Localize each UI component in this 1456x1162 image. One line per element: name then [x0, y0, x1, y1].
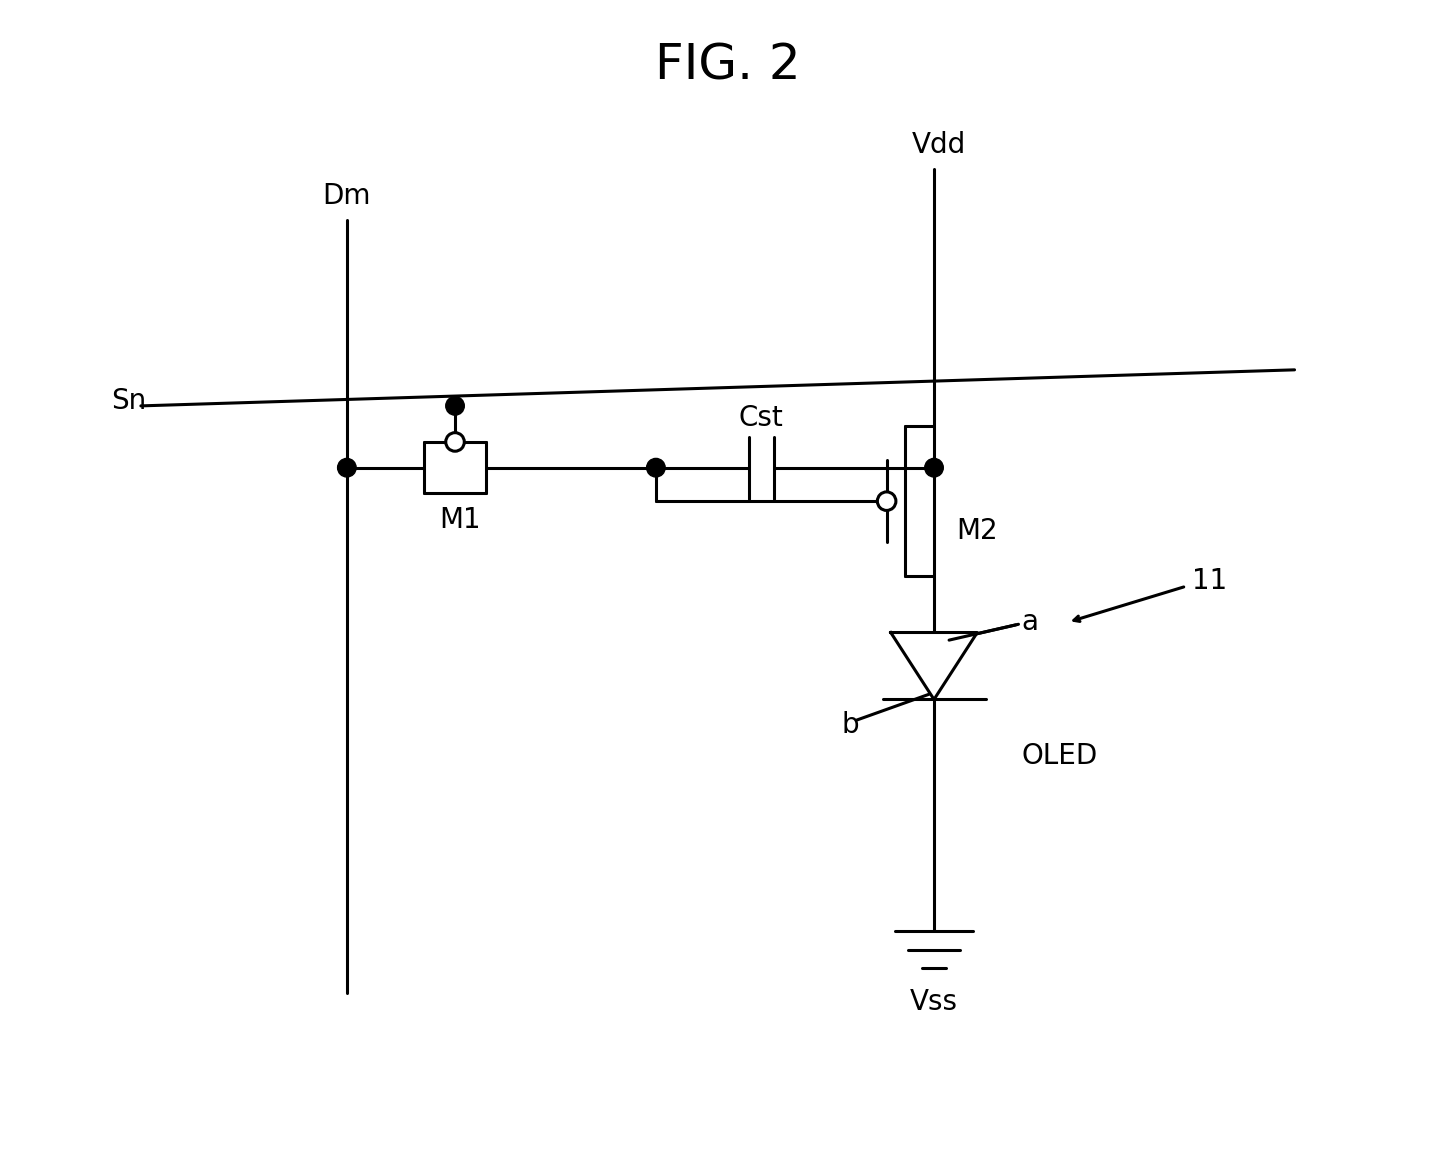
Text: 11: 11 — [1191, 567, 1227, 595]
Circle shape — [446, 432, 464, 451]
Text: b: b — [842, 711, 859, 739]
Circle shape — [646, 459, 665, 476]
Text: Vss: Vss — [910, 988, 958, 1016]
Text: M2: M2 — [957, 517, 999, 545]
Circle shape — [925, 459, 943, 476]
Text: a: a — [1022, 608, 1038, 637]
Circle shape — [878, 492, 895, 510]
Circle shape — [446, 396, 464, 415]
Text: M1: M1 — [440, 505, 480, 533]
Circle shape — [338, 459, 357, 476]
Text: OLED: OLED — [1022, 743, 1098, 770]
Polygon shape — [891, 632, 977, 700]
Text: Vdd: Vdd — [911, 130, 967, 159]
Text: Sn: Sn — [111, 387, 146, 415]
Text: Dm: Dm — [323, 182, 371, 210]
Text: FIG. 2: FIG. 2 — [655, 42, 801, 89]
Text: Cst: Cst — [738, 403, 783, 431]
